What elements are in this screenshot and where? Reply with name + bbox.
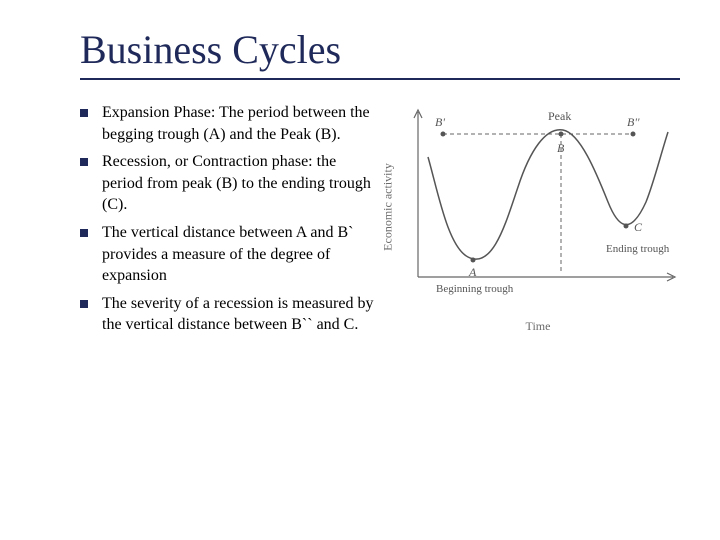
bullet-icon: [80, 300, 88, 308]
chart-y-axis-label: Economic activity: [381, 163, 396, 251]
body-row: Expansion Phase: The period between the …: [80, 102, 680, 342]
chart-x-axis-label: Time: [526, 319, 551, 334]
svg-text:Beginning trough: Beginning trough: [436, 283, 514, 295]
svg-text:B: B: [557, 141, 565, 155]
svg-text:C: C: [634, 220, 643, 234]
svg-text:Ending trough: Ending trough: [606, 243, 670, 255]
list-item: The severity of a recession is measured …: [80, 293, 380, 336]
svg-text:B'': B'': [627, 115, 640, 129]
title-underline: Business Cycles: [80, 28, 680, 80]
chart-svg: A B' B B'' C Peak Ending trough Beginning troug…: [398, 102, 678, 312]
bullet-text: Expansion Phase: The period between the …: [102, 102, 380, 145]
bullet-icon: [80, 109, 88, 117]
list-item: The vertical distance between A and B` p…: [80, 222, 380, 287]
slide: Business Cycles Expansion Phase: The per…: [0, 0, 720, 540]
bullet-text: Recession, or Contraction phase: the per…: [102, 151, 380, 216]
svg-text:A: A: [468, 265, 477, 279]
page-title: Business Cycles: [80, 28, 680, 72]
business-cycle-chart: Economic activity Time AB'BB''CPeakEndin…: [398, 102, 678, 312]
chart-container: Economic activity Time AB'BB''CPeakEndin…: [398, 102, 680, 342]
bullet-icon: [80, 158, 88, 166]
bullet-text: The vertical distance between A and B` p…: [102, 222, 380, 287]
bullet-list: Expansion Phase: The period between the …: [80, 102, 380, 342]
list-item: Recession, or Contraction phase: the per…: [80, 151, 380, 216]
svg-text:B': B': [435, 115, 445, 129]
svg-text:Peak: Peak: [548, 109, 571, 123]
list-item: Expansion Phase: The period between the …: [80, 102, 380, 145]
bullet-text: The severity of a recession is measured …: [102, 293, 380, 336]
bullet-icon: [80, 229, 88, 237]
